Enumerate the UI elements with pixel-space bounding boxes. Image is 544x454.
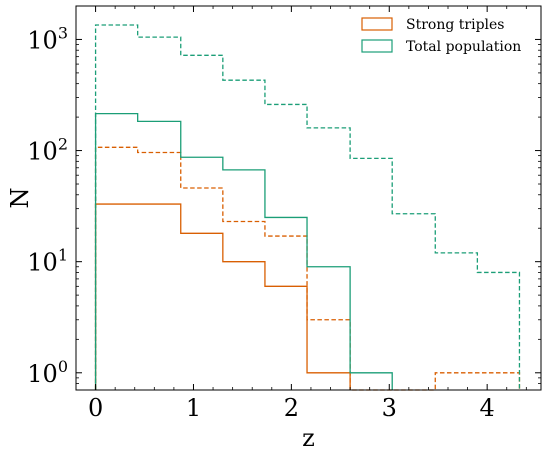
series-total-solid-line	[94, 112, 393, 390]
plot-frame	[75, 5, 542, 391]
x-axis-label: z	[302, 424, 315, 452]
x-tick-label: 3	[382, 394, 397, 422]
series-strong-dashed-line	[94, 146, 521, 391]
y-tick-label: 102	[27, 135, 68, 166]
series-total-dashed-line	[94, 24, 521, 390]
legend-label-total-population: Total population	[406, 39, 521, 55]
y-axis-label: N	[6, 188, 34, 209]
legend-swatch-strong-triples	[361, 17, 393, 31]
series-layer	[94, 24, 521, 391]
x-tick-label: 2	[284, 394, 299, 422]
x-tick-label: 4	[480, 394, 495, 422]
legend-label-strong-triples: Strong triples	[406, 17, 504, 33]
series-strong-solid-line	[94, 203, 351, 390]
y-tick-label: 103	[27, 23, 68, 54]
y-tick-label: 100	[27, 357, 68, 388]
ticks-layer: 0 1 2 3 4 100 101 102 103	[27, 5, 541, 422]
legend: Strong triples Total population	[361, 17, 521, 55]
x-tick-label: 0	[88, 394, 103, 422]
x-tick-label: 1	[186, 394, 201, 422]
y-tick-label: 101	[27, 246, 68, 277]
legend-swatch-total-population	[361, 39, 393, 53]
